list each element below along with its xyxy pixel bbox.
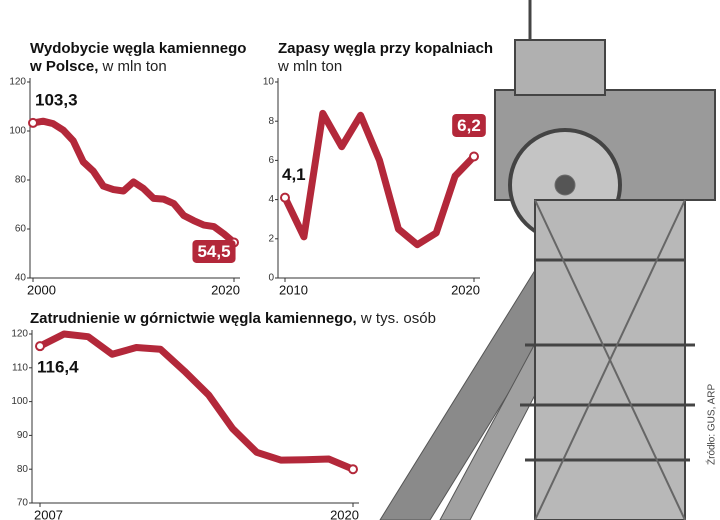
y-tick-label: 4 <box>268 194 274 205</box>
tower-cabin <box>514 39 606 96</box>
y-tick-label: 100 <box>11 396 28 407</box>
x-tick-label: 2020 <box>211 282 240 297</box>
chart-title: Zapasy węgla przy kopalniach <box>278 40 494 57</box>
y-tick-label: 8 <box>268 116 274 127</box>
y-tick-label: 70 <box>17 498 29 509</box>
label-box <box>452 113 486 137</box>
mine-tower-illustration <box>379 0 716 520</box>
y-tick-label: 40 <box>15 273 27 284</box>
value-label-box: 6,2 <box>452 113 486 137</box>
chart-title-block: Wydobycie węgla kamiennego w Polsce, w m… <box>30 40 254 76</box>
y-tick-label: 80 <box>17 464 29 475</box>
x-tick-label: 2020 <box>330 507 359 520</box>
y-tick-label: 100 <box>9 126 26 137</box>
value-label: 4,1 <box>282 165 306 184</box>
data-line <box>281 109 478 249</box>
y-tick-label: 90 <box>17 430 29 441</box>
value-label: 6,2 <box>457 116 481 135</box>
chart-title-block: Zatrudnienie w górnictwie węgla kamienne… <box>30 310 510 328</box>
y-tick-label: 6 <box>268 155 274 166</box>
value-label-box: 54,5 <box>192 239 236 263</box>
end-point <box>28 117 38 128</box>
y-tick-label: 2 <box>268 233 274 244</box>
chart-subtitle: w mln ton <box>102 58 167 75</box>
y-tick-label: 120 <box>9 77 26 88</box>
x-tick-label: 2010 <box>279 282 308 297</box>
chart-subtitle: w tys. osób <box>360 310 436 327</box>
x-tick-label: 2020 <box>451 282 480 297</box>
end-point <box>280 192 290 203</box>
x-tick-label: 2007 <box>34 507 63 520</box>
y-tick-label: 0 <box>268 273 274 284</box>
end-point <box>35 341 45 352</box>
y-tick-label: 10 <box>263 77 275 88</box>
chart-title-block: Zapasy węgla przy kopalniach w mln ton <box>278 40 502 76</box>
label-box <box>192 239 236 263</box>
data-line <box>36 330 357 473</box>
y-tick-label: 60 <box>15 224 27 235</box>
sheave-hub <box>554 174 576 196</box>
y-tick-label: 110 <box>12 362 28 373</box>
source-note: Źródło: GUS, ARP <box>705 384 718 465</box>
brace <box>534 199 686 520</box>
y-tick-label: 80 <box>15 175 27 186</box>
value-label: 54,5 <box>197 242 230 261</box>
value-label: 116,4 <box>37 358 79 377</box>
end-point <box>469 151 479 162</box>
chart-title: Zatrudnienie w górnictwie węgla kamienne… <box>30 310 357 327</box>
chart-subtitle: w mln ton <box>278 58 343 75</box>
x-tick-label: 2000 <box>27 282 56 297</box>
end-point <box>348 464 358 475</box>
value-label: 103,3 <box>35 90 78 109</box>
chart-title: Wydobycie węgla kamiennego w Polsce, <box>30 40 247 75</box>
y-tick-label: 120 <box>11 329 28 340</box>
data-line <box>29 117 238 246</box>
